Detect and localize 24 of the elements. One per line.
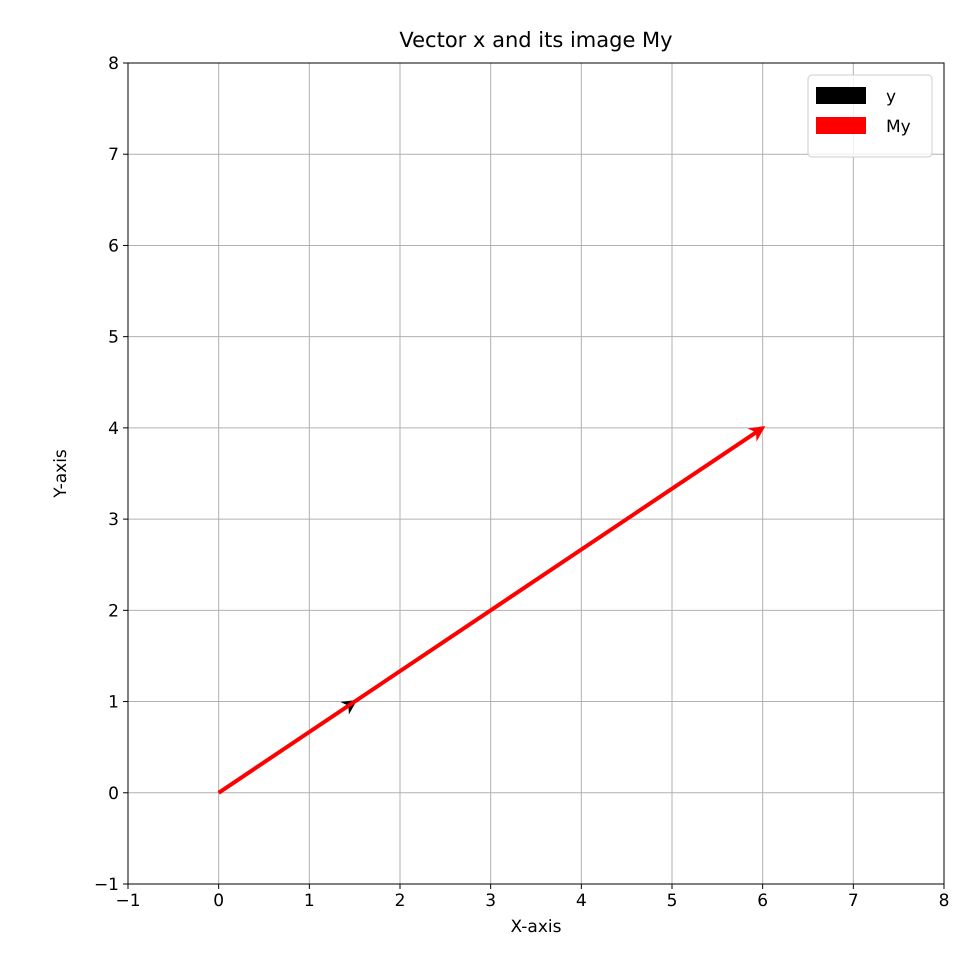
y-tick-label: 0 <box>108 784 119 804</box>
x-tick-label: 2 <box>394 891 406 911</box>
x-tick-label: 7 <box>848 891 859 911</box>
y-tick-label: 6 <box>108 236 119 256</box>
chart-title: Vector x and its image My <box>399 28 673 52</box>
x-axis-title: X-axis <box>510 917 562 937</box>
y-tick-label: 8 <box>108 54 119 74</box>
x-tick-label: 0 <box>213 891 224 911</box>
x-tick-label: 3 <box>485 891 496 911</box>
x-tick-label: 8 <box>938 891 950 911</box>
y-tick-label: 1 <box>108 692 119 713</box>
legend-label: y <box>886 87 896 107</box>
y-tick-label: 4 <box>108 418 119 439</box>
x-tick-label: 6 <box>757 891 768 911</box>
y-tick-label: −1 <box>94 875 119 895</box>
x-tick-label: 1 <box>304 891 315 911</box>
y-tick-label: 3 <box>108 510 119 530</box>
y-tick-label: 5 <box>108 328 119 348</box>
legend-label: My <box>886 117 911 137</box>
y-tick-label: 7 <box>108 145 119 166</box>
x-tick-label: 4 <box>576 891 587 911</box>
y-axis-title: Y-axis <box>51 449 71 499</box>
x-tick-label: 5 <box>666 891 678 911</box>
y-tick-label: 2 <box>108 601 119 622</box>
